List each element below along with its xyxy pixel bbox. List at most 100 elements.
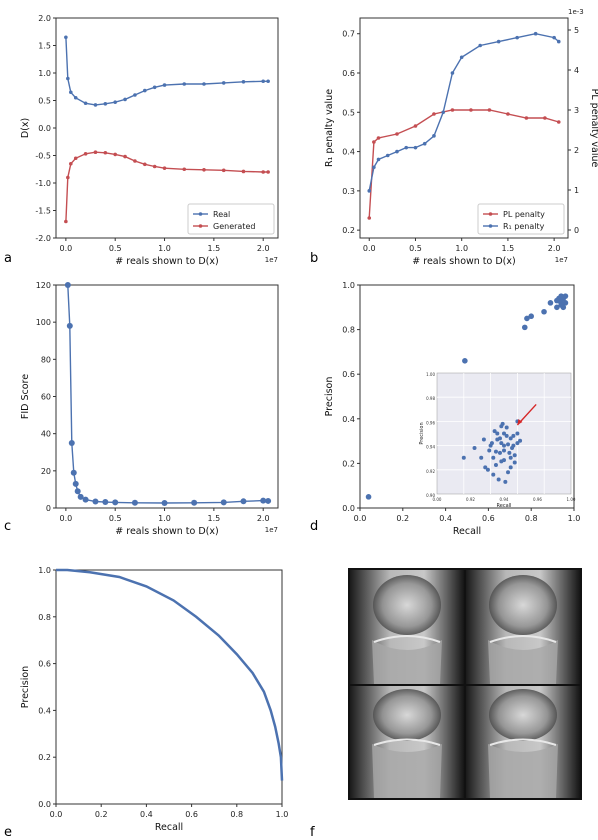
inset-y-tick-label: 0.90 [426,493,435,498]
inset-scatter-point [503,479,508,484]
data-point [376,136,381,140]
inset-scatter-point [493,449,498,454]
inset-scatter-point [499,459,504,464]
legend-box [187,203,275,235]
plot-frame [359,284,575,509]
data-point [367,189,372,193]
data-point [69,161,73,166]
data-point [69,90,73,95]
y-axis-label: Precision [20,666,31,708]
data-point [432,134,436,138]
x-tick-label: 0.0 [59,244,72,253]
inset-scatter-point [481,437,486,442]
x-tick-label: 1.5 [207,514,220,523]
xray-image-4 [466,686,580,798]
x-axis-label: Recall [453,526,481,537]
scatter-point [462,358,468,364]
inset-scatter-point [499,441,504,446]
inset-scatter-point [496,477,501,482]
inset-scatter-point [472,446,477,451]
x-tick-label: 0.8 [230,810,243,819]
y-tick-label: 0.0 [38,800,51,809]
data-point [64,219,68,224]
chart-a-discriminator-output: 0.0 0.5 1.0 1.5 2.0 -2.0 -1.5 -1.0 -0.5 0.0 0.5 1.0… [20,14,279,267]
panel-letter-f: f [310,825,315,840]
data-point [395,132,399,136]
data-point [450,108,455,112]
data-point [74,488,81,495]
x-tick-label: 0.0 [363,244,376,253]
inset-scatter-point [506,470,511,475]
x-tick-label: 2.0 [548,244,561,253]
data-point [413,124,418,128]
legend-marker [198,224,203,228]
y-tick-label: 100 [36,318,51,327]
data-point [103,150,108,155]
legend-label: R₁ penalty [503,222,545,231]
data-point [113,152,117,157]
series-line-0 [67,284,269,504]
inset-scatter-point [487,448,492,453]
data-point [66,76,70,81]
data-point [533,31,538,36]
inset-arrowhead [517,419,523,426]
inset-x-tick-label: 0.94 [500,497,509,502]
data-point [73,95,78,100]
inset-x-tick-label: 1.00 [567,497,576,502]
data-point [123,97,127,102]
x-tick-label: 2.0 [257,244,270,253]
chart-d-precision-recall-scatter: 0.0 0.2 0.4 0.6 0.8 1.0 0.0 0.2 0.4 0.6 0.8 1.0 Reca… [324,281,580,537]
y2-offset-label: 1e-3 [568,8,584,16]
plot-frame [55,284,279,509]
x-tick-label: 1.5 [502,244,515,253]
y2-tick-label: 2 [574,146,579,155]
data-point [459,55,464,60]
scatter-point [528,313,534,320]
data-point [112,499,119,506]
inset-scatter-point [485,467,490,472]
inset-scatter-point [507,450,512,455]
data-point [404,145,409,150]
data-point [64,35,68,40]
data-point [266,170,270,174]
x-tick-label: 1.0 [158,514,171,523]
inset-y-tick-label: 0.92 [426,469,435,474]
panel-letter-b: b [310,251,318,266]
x-tick-label: 1.0 [276,810,289,819]
y-tick-label: 0.4 [342,415,355,424]
x-tick-label: 0.2 [95,810,108,819]
inset-scatter-point [461,455,466,460]
inset-scatter-point [511,433,516,438]
y-tick-label: -1.5 [35,207,51,216]
data-point [432,112,436,116]
inset-scatter-point [493,462,498,467]
y-tick-label: 0.7 [342,30,355,39]
data-point [478,43,482,48]
data-point [83,101,88,106]
x-tick-label: 1.5 [207,244,220,253]
xray-image-3 [350,686,464,798]
data-point [261,170,266,174]
inset-scatter-point [491,455,496,460]
inset-scatter-point [518,438,523,443]
x-axis-label: # reals shown to D(x) [115,256,218,267]
y2-tick-label: 3 [574,106,579,115]
y-tick-label: 1.0 [342,281,355,290]
series-line-1 [368,32,560,192]
x-tick-label: 0.6 [482,514,495,523]
y-tick-label: 0.2 [342,459,355,468]
data-point [556,120,561,124]
scatter-point [562,293,569,299]
data-point [441,110,446,115]
data-point [260,497,267,504]
y-tick-label: 0.0 [342,504,355,513]
data-point [372,140,376,144]
data-point [202,168,206,172]
inset-scatter-point [512,453,517,458]
legend-label: Real [213,210,230,219]
y-tick-label: 120 [36,281,51,290]
data-point [113,100,117,104]
data-point [221,168,226,173]
xray-image-grid [348,568,582,800]
